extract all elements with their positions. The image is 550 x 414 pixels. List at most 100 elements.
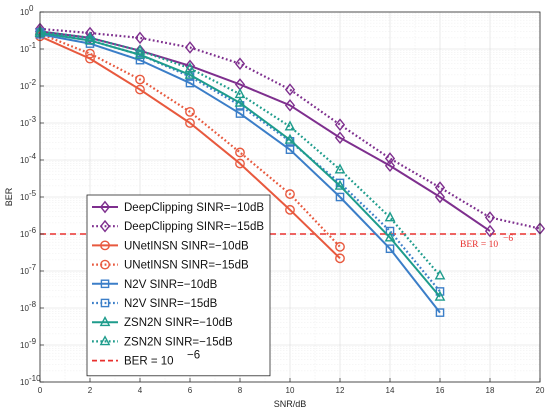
y-tick-label: 10 -6 — [20, 226, 37, 239]
y-tick-base: 10 — [20, 193, 29, 202]
data-point — [134, 44, 146, 55]
y-tick-base: 10 — [20, 378, 29, 387]
y-tick-base: 10 — [20, 45, 29, 54]
y-tick-exponent: -7 — [29, 263, 37, 272]
legend-label: UNetINSN SINR=−15dB — [124, 260, 249, 272]
series-line — [39, 33, 441, 314]
data-point — [284, 133, 296, 144]
data-point — [135, 55, 145, 65]
series-line — [39, 27, 541, 230]
legend-label: BER = 10 — [124, 356, 174, 368]
legend-entry: N2V SINR=−10dB — [92, 279, 218, 291]
y-tick-label: 10 -3 — [20, 115, 37, 128]
data-point — [234, 57, 246, 71]
data-point — [435, 308, 445, 317]
data-point — [235, 147, 245, 158]
legend-swatch-marker — [100, 240, 110, 251]
data-point — [434, 181, 446, 194]
data-point — [185, 106, 195, 117]
legend-swatch-marker — [100, 279, 110, 289]
data-point — [334, 131, 346, 145]
x-tick-label: 14 — [386, 386, 395, 395]
legend-label-exponent: −6 — [187, 350, 200, 362]
annotation-layer: BER = 10 −6 — [460, 234, 513, 250]
legend-entry: ZSN2N SINR=−15dB — [92, 335, 233, 348]
x-tick-label: 20 — [536, 386, 545, 395]
data-point — [285, 145, 295, 154]
data-point — [384, 211, 396, 222]
y-tick-label: 10 0 — [20, 4, 34, 17]
y-tick-label: 10 -7 — [20, 263, 37, 276]
series-line — [39, 32, 341, 248]
data-point — [184, 62, 196, 73]
data-point — [234, 96, 246, 107]
data-point — [184, 41, 196, 54]
y-axis-label: BER — [4, 187, 14, 206]
y-tick-exponent: 0 — [29, 4, 34, 13]
legend-entry: UNetINSN SINR=−10dB — [92, 240, 249, 252]
y-tick-label: 10 -9 — [20, 337, 37, 350]
data-point — [434, 290, 446, 301]
y-tick-exponent: -8 — [29, 300, 37, 309]
data-point — [284, 120, 296, 131]
data-point — [384, 152, 396, 165]
y-tick-label: 10 -2 — [20, 78, 37, 91]
data-point — [184, 68, 196, 79]
data-point — [335, 241, 345, 252]
data-point — [335, 253, 345, 264]
legend-label: ZSN2N SINR=−10dB — [124, 317, 233, 329]
data-point — [185, 118, 195, 128]
y-tick-base: 10 — [20, 119, 29, 128]
legend-swatch-marker — [100, 259, 110, 270]
y-tick-exponent: -3 — [29, 115, 37, 124]
y-tick-label: 10 -5 — [20, 189, 37, 202]
data-point — [85, 48, 95, 59]
y-tick-base: 10 — [20, 341, 29, 350]
y-tick-base: 10 — [20, 156, 29, 165]
y-tick-exponent: -4 — [29, 152, 37, 161]
y-tick-label: 10 -1 — [20, 41, 37, 54]
data-point — [434, 190, 446, 204]
data-point — [84, 34, 96, 45]
data-point — [285, 204, 295, 215]
reference-annotation-exponent: −6 — [503, 234, 513, 244]
data-point — [384, 159, 396, 173]
data-point — [235, 158, 245, 169]
series-8 — [34, 25, 446, 280]
legend-label: DeepClipping SINR=−10dB — [124, 202, 264, 214]
legend-swatch-marker — [99, 200, 111, 214]
x-tick-label: 8 — [238, 386, 243, 395]
legend-swatch-marker — [100, 298, 110, 308]
data-point — [334, 163, 346, 174]
data-point — [434, 269, 446, 280]
legend-entry: N2V SINR=−15dB — [92, 298, 218, 310]
legend-label: DeepClipping SINR=−15dB — [124, 221, 264, 233]
data-point — [284, 99, 296, 112]
x-tick-label: 0 — [38, 386, 43, 395]
data-point — [335, 192, 345, 202]
y-tick-label: 10 -8 — [20, 300, 37, 313]
y-tick-exponent: -6 — [29, 226, 37, 235]
legend-entry: DeepClipping SINR=−10dB — [92, 200, 264, 214]
data-point — [285, 189, 295, 199]
data-point — [484, 224, 496, 238]
y-tick-base: 10 — [20, 267, 29, 276]
series-line — [39, 30, 441, 277]
data-point — [385, 244, 395, 254]
legend-swatch-marker — [99, 219, 111, 233]
data-point — [134, 31, 146, 45]
reference-annotation: BER = 10 — [460, 240, 498, 250]
data-point — [284, 83, 296, 96]
data-point — [135, 84, 145, 95]
y-tick-label: 10 -10 — [20, 374, 41, 387]
legend-label: UNetINSN SINR=−10dB — [124, 240, 249, 252]
legend-entry: DeepClipping SINR=−15dB — [92, 219, 264, 233]
y-tick-exponent: -1 — [29, 41, 37, 50]
legend-entry: UNetINSN SINR=−15dB — [92, 260, 249, 272]
y-tick-exponent: -10 — [29, 374, 41, 383]
x-tick-label: 10 — [286, 386, 295, 395]
x-tick-label: 18 — [486, 386, 495, 395]
